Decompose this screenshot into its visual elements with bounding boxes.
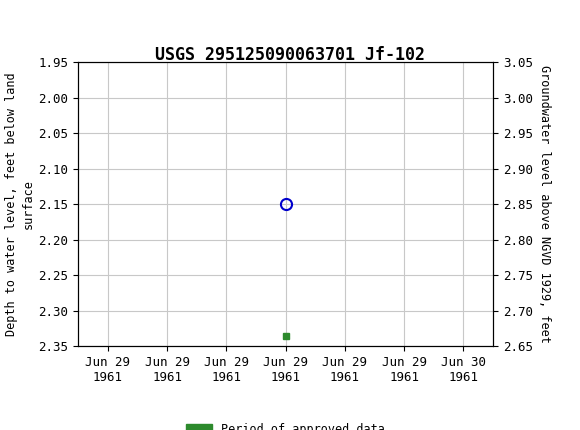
Y-axis label: Groundwater level above NGVD 1929, feet: Groundwater level above NGVD 1929, feet [538,65,551,343]
Legend: Period of approved data: Period of approved data [182,418,390,430]
Text: ⊠: ⊠ [8,12,28,36]
Text: USGS: USGS [42,13,106,34]
Y-axis label: Depth to water level, feet below land
surface: Depth to water level, feet below land su… [5,72,34,336]
Text: USGS 295125090063701 Jf-102: USGS 295125090063701 Jf-102 [155,46,425,64]
